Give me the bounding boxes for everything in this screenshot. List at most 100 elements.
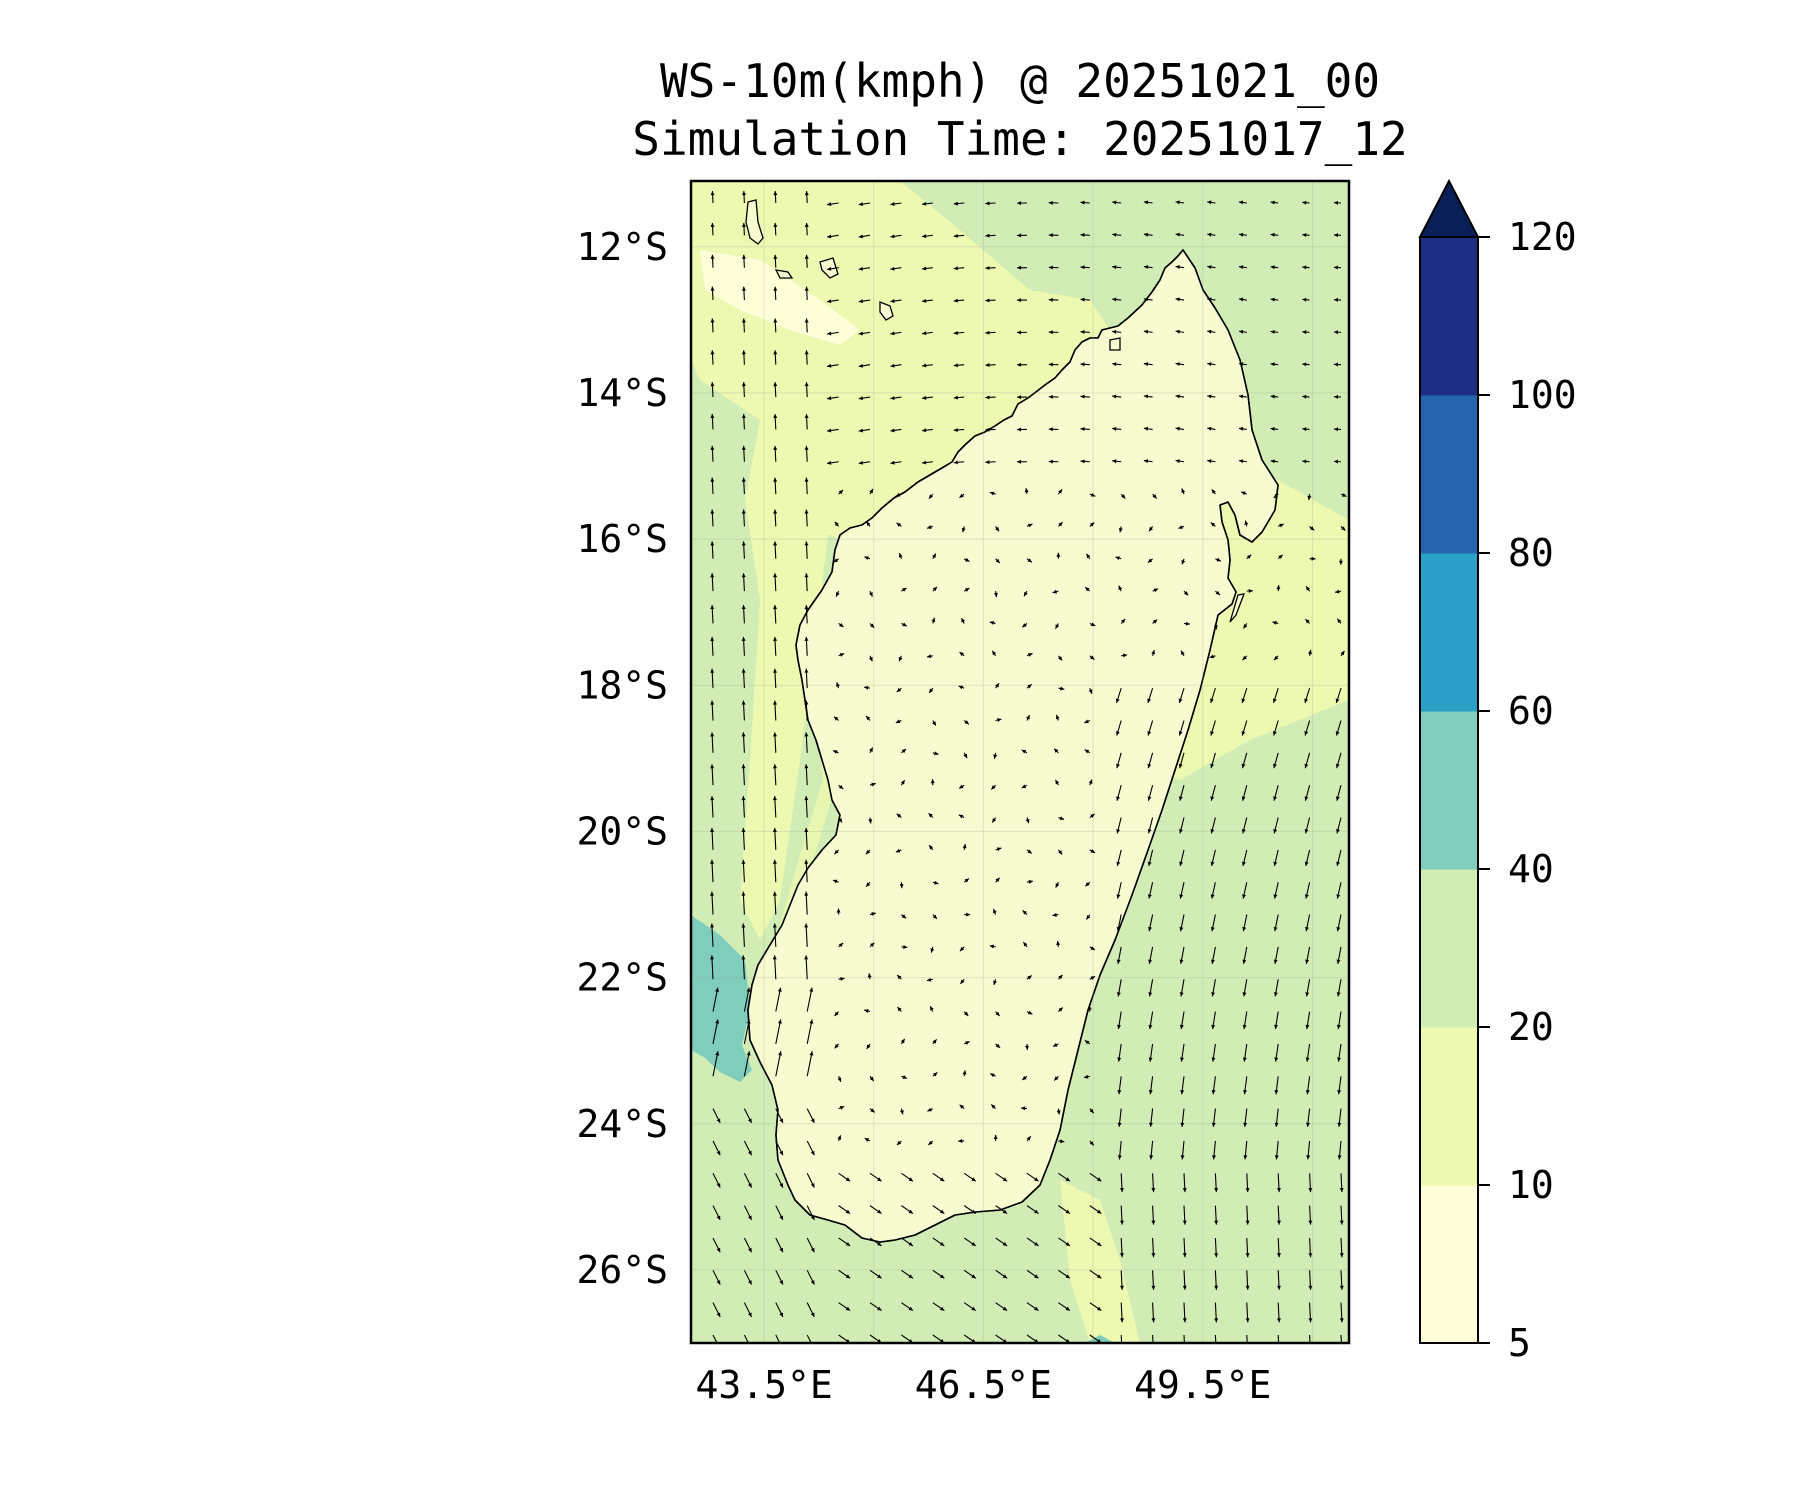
wind-arrow <box>926 654 933 659</box>
wind-arrow <box>932 720 937 726</box>
wind-arrow <box>710 477 715 495</box>
wind-arrow <box>1080 265 1090 270</box>
wind-arrow <box>959 946 965 952</box>
wind-arrow <box>995 1269 1008 1279</box>
wind-arrow <box>1116 785 1122 801</box>
wind-arrow <box>710 891 715 915</box>
wind-arrow <box>1084 719 1091 724</box>
wind-arrow <box>804 191 809 204</box>
colorbar-segment <box>1420 1185 1478 1344</box>
wind-arrow <box>1339 1205 1344 1225</box>
colorbar-tick-label: 60 <box>1508 689 1554 733</box>
wind-arrow <box>1242 979 1248 997</box>
wind-arrow <box>804 955 809 980</box>
wind-arrow <box>712 1205 721 1221</box>
wind-arrow <box>953 298 965 303</box>
wind-arrow <box>1086 553 1091 560</box>
wind-arrow <box>710 827 715 850</box>
island-sainte-marie <box>1229 593 1246 623</box>
wind-arrow <box>1333 427 1342 432</box>
wind-arrow <box>953 201 965 206</box>
wind-arrow <box>1026 1205 1039 1215</box>
wind-arrow <box>995 558 1001 564</box>
wind-arrow <box>1241 687 1248 704</box>
wind-arrow <box>990 784 996 790</box>
wind-arrow <box>1302 233 1310 238</box>
wind-arrow <box>1117 1043 1122 1062</box>
wind-arrow <box>741 859 746 883</box>
wind-arrow <box>1306 1140 1311 1160</box>
wind-arrow <box>1273 493 1279 499</box>
wind-arrow <box>1207 329 1216 334</box>
wind-arrow <box>1336 979 1342 997</box>
wind-arrow <box>1214 1270 1219 1290</box>
lat-tick-label: 12°S <box>576 225 668 269</box>
colorbar-tick-label: 20 <box>1508 1005 1554 1049</box>
wind-arrow <box>1273 817 1279 834</box>
wind-arrow <box>710 796 715 818</box>
wind-arrow <box>1304 882 1311 899</box>
wind-arrow <box>1210 914 1216 932</box>
lat-tick-label: 18°S <box>576 663 668 707</box>
wind-arrow <box>1017 201 1028 206</box>
wind-arrow <box>743 1051 751 1077</box>
wind-arrow <box>960 978 965 985</box>
wind-arrow <box>1151 1302 1156 1323</box>
wind-arrow <box>1089 975 1096 981</box>
wind-arrow <box>1276 585 1281 592</box>
wind-arrow <box>985 395 996 400</box>
wind-arrow <box>901 622 908 627</box>
wind-arrow <box>890 266 902 271</box>
wind-arrow <box>1179 946 1185 964</box>
wind-arrow <box>932 751 939 756</box>
wind-arrow <box>958 1139 965 1144</box>
wind-arrow <box>772 732 777 753</box>
wind-arrow <box>953 363 965 368</box>
wind-arrow <box>1335 687 1342 704</box>
wind-arrow <box>838 1172 851 1182</box>
wind-arrow <box>1151 649 1156 656</box>
offshore-light-band-south <box>1060 1180 1140 1343</box>
wind-arrow <box>1337 1140 1342 1160</box>
wind-arrow <box>1183 621 1191 626</box>
wind-arrow <box>1270 297 1279 302</box>
wind-arrow <box>1017 427 1028 432</box>
wind-arrow <box>1084 586 1091 592</box>
wind-arrow <box>995 526 1000 532</box>
wind-arrow <box>1242 1043 1248 1062</box>
wind-arrow <box>1336 914 1342 932</box>
wind-arrow <box>1017 395 1028 400</box>
wind-arrow <box>1048 297 1059 302</box>
wind-arrow <box>741 573 746 592</box>
wind-arrow <box>1211 1043 1216 1062</box>
wind-arrow <box>890 331 902 336</box>
wind-arrow <box>741 923 746 947</box>
wind-arrow <box>1335 589 1342 594</box>
wind-arrow <box>901 587 907 592</box>
wind-arrow <box>985 427 996 432</box>
wind-arrow <box>963 1237 977 1247</box>
wind-arrow <box>953 395 965 400</box>
wind-arrow <box>712 1019 720 1045</box>
wind-arrow <box>1055 623 1060 629</box>
title-line-2: Simulation Time: 20251017_12 <box>632 112 1408 166</box>
wind-arrow <box>804 350 809 365</box>
wind-arrow <box>838 942 844 948</box>
wind-arrow <box>1242 946 1248 964</box>
wind-arrow <box>1308 1237 1313 1258</box>
wind-arrow <box>1017 459 1028 464</box>
wind-arrow <box>741 604 746 624</box>
wind-arrow <box>890 460 902 465</box>
wind-arrow <box>775 1173 784 1188</box>
colorbar-tick-label: 40 <box>1508 847 1554 891</box>
wind-arrow <box>741 509 746 527</box>
wind-arrow <box>896 687 902 693</box>
wind-arrow <box>890 363 902 368</box>
wind-arrow <box>741 668 746 689</box>
wind-arrow <box>1026 1172 1039 1182</box>
wind-arrow <box>1207 362 1216 367</box>
wind-arrow <box>1080 459 1090 464</box>
wind-arrow <box>743 1019 751 1045</box>
wind-arrow <box>773 477 778 495</box>
wind-arrow <box>1246 588 1253 593</box>
